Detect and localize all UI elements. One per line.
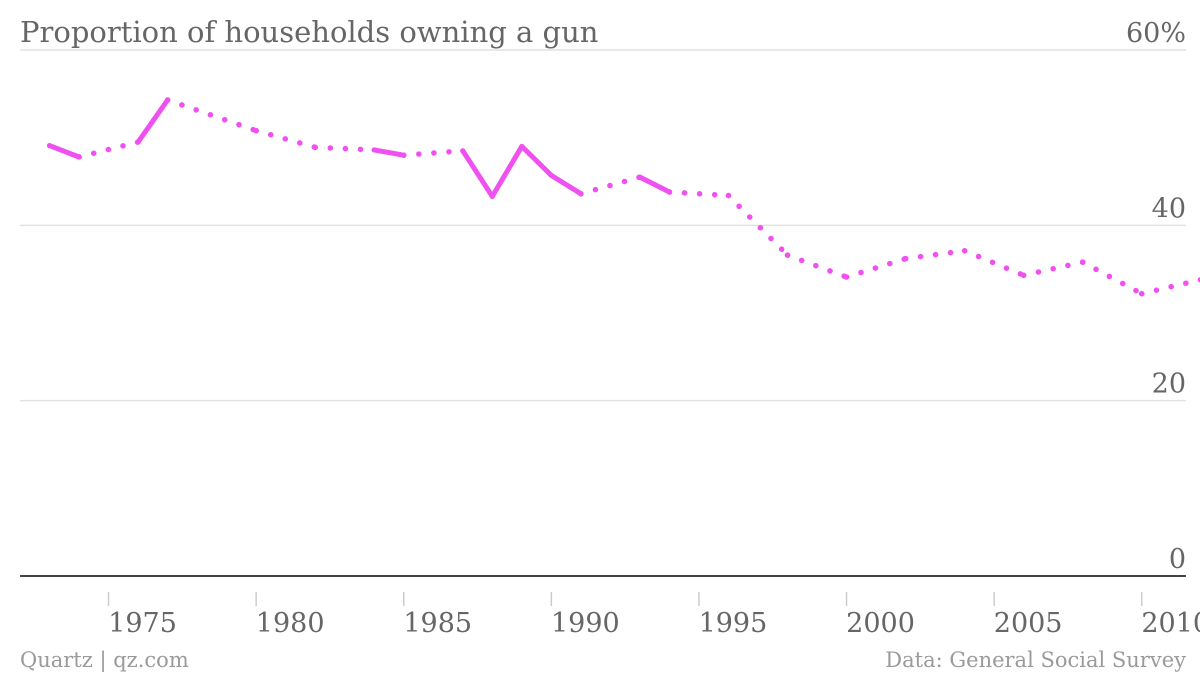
data-point [666,189,673,195]
data-point [312,144,318,150]
series-gap-line [164,97,259,134]
source-credit: Quartz | qz.com [20,648,189,673]
series-gap-line [961,248,1027,279]
data-point [76,154,82,160]
series-line [460,143,584,199]
data-point [962,248,968,254]
x-tick-labels: 1975 1980 1985 1990 1995 2000 2005 2010 [108,608,1200,639]
series-line [637,174,672,195]
x-tick-label: 1990 [551,608,620,639]
y-tick-label: 60% [1126,18,1186,49]
series-gap-line [1079,259,1145,297]
data-point [843,274,850,280]
series-gap-line [666,189,732,199]
data-point [725,192,732,199]
x-tick-label: 1985 [403,608,472,639]
series-line [47,143,82,160]
data-point [578,191,584,197]
x-tick-label: 1995 [699,608,768,639]
chart-title: Proportion of households owning a gun [20,15,598,49]
data-point [1139,291,1145,297]
data-point [460,148,466,154]
x-tick-label: 2005 [994,608,1063,639]
series-layer [46,97,1200,297]
data-point [401,152,407,158]
series-gap-line [400,148,466,158]
gridlines [20,49,1186,402]
x-tick-label: 2000 [846,608,915,639]
series-gap-line [1138,277,1200,297]
y-tick-label: 0 [1169,544,1186,575]
data-point [489,193,495,200]
data-point [1080,259,1086,265]
data-point [902,256,909,262]
data-point [1021,272,1027,278]
series-gap-line [1020,259,1086,279]
data-point [519,143,525,150]
series-line [135,97,171,145]
y-tick-label: 20 [1152,369,1186,400]
series-gap-line [76,139,141,160]
data-source: Data: General Social Survey [885,648,1186,672]
series-line [371,147,407,158]
x-tick-label: 2010 [1141,608,1200,639]
series-gap-line [578,174,643,197]
data-point [135,139,141,145]
y-tick-label: 40 [1152,193,1186,224]
data-point [637,174,643,180]
data-point [46,142,53,149]
data-point [548,172,554,178]
data-point [784,252,791,258]
y-tick-labels: 0 20 40 60% [1126,18,1186,575]
x-tick-label: 1980 [256,608,325,639]
x-axis [20,575,1186,606]
series-gap-line [253,127,318,151]
data-point [371,147,377,153]
data-point [253,128,259,134]
series-gap-line [784,252,850,280]
x-tick-label: 1975 [108,608,177,639]
series-gap-line [312,144,377,153]
series-gap-line [902,248,968,262]
series-gap-line [843,255,909,280]
series-gap-line [725,192,791,258]
data-point [164,97,171,103]
